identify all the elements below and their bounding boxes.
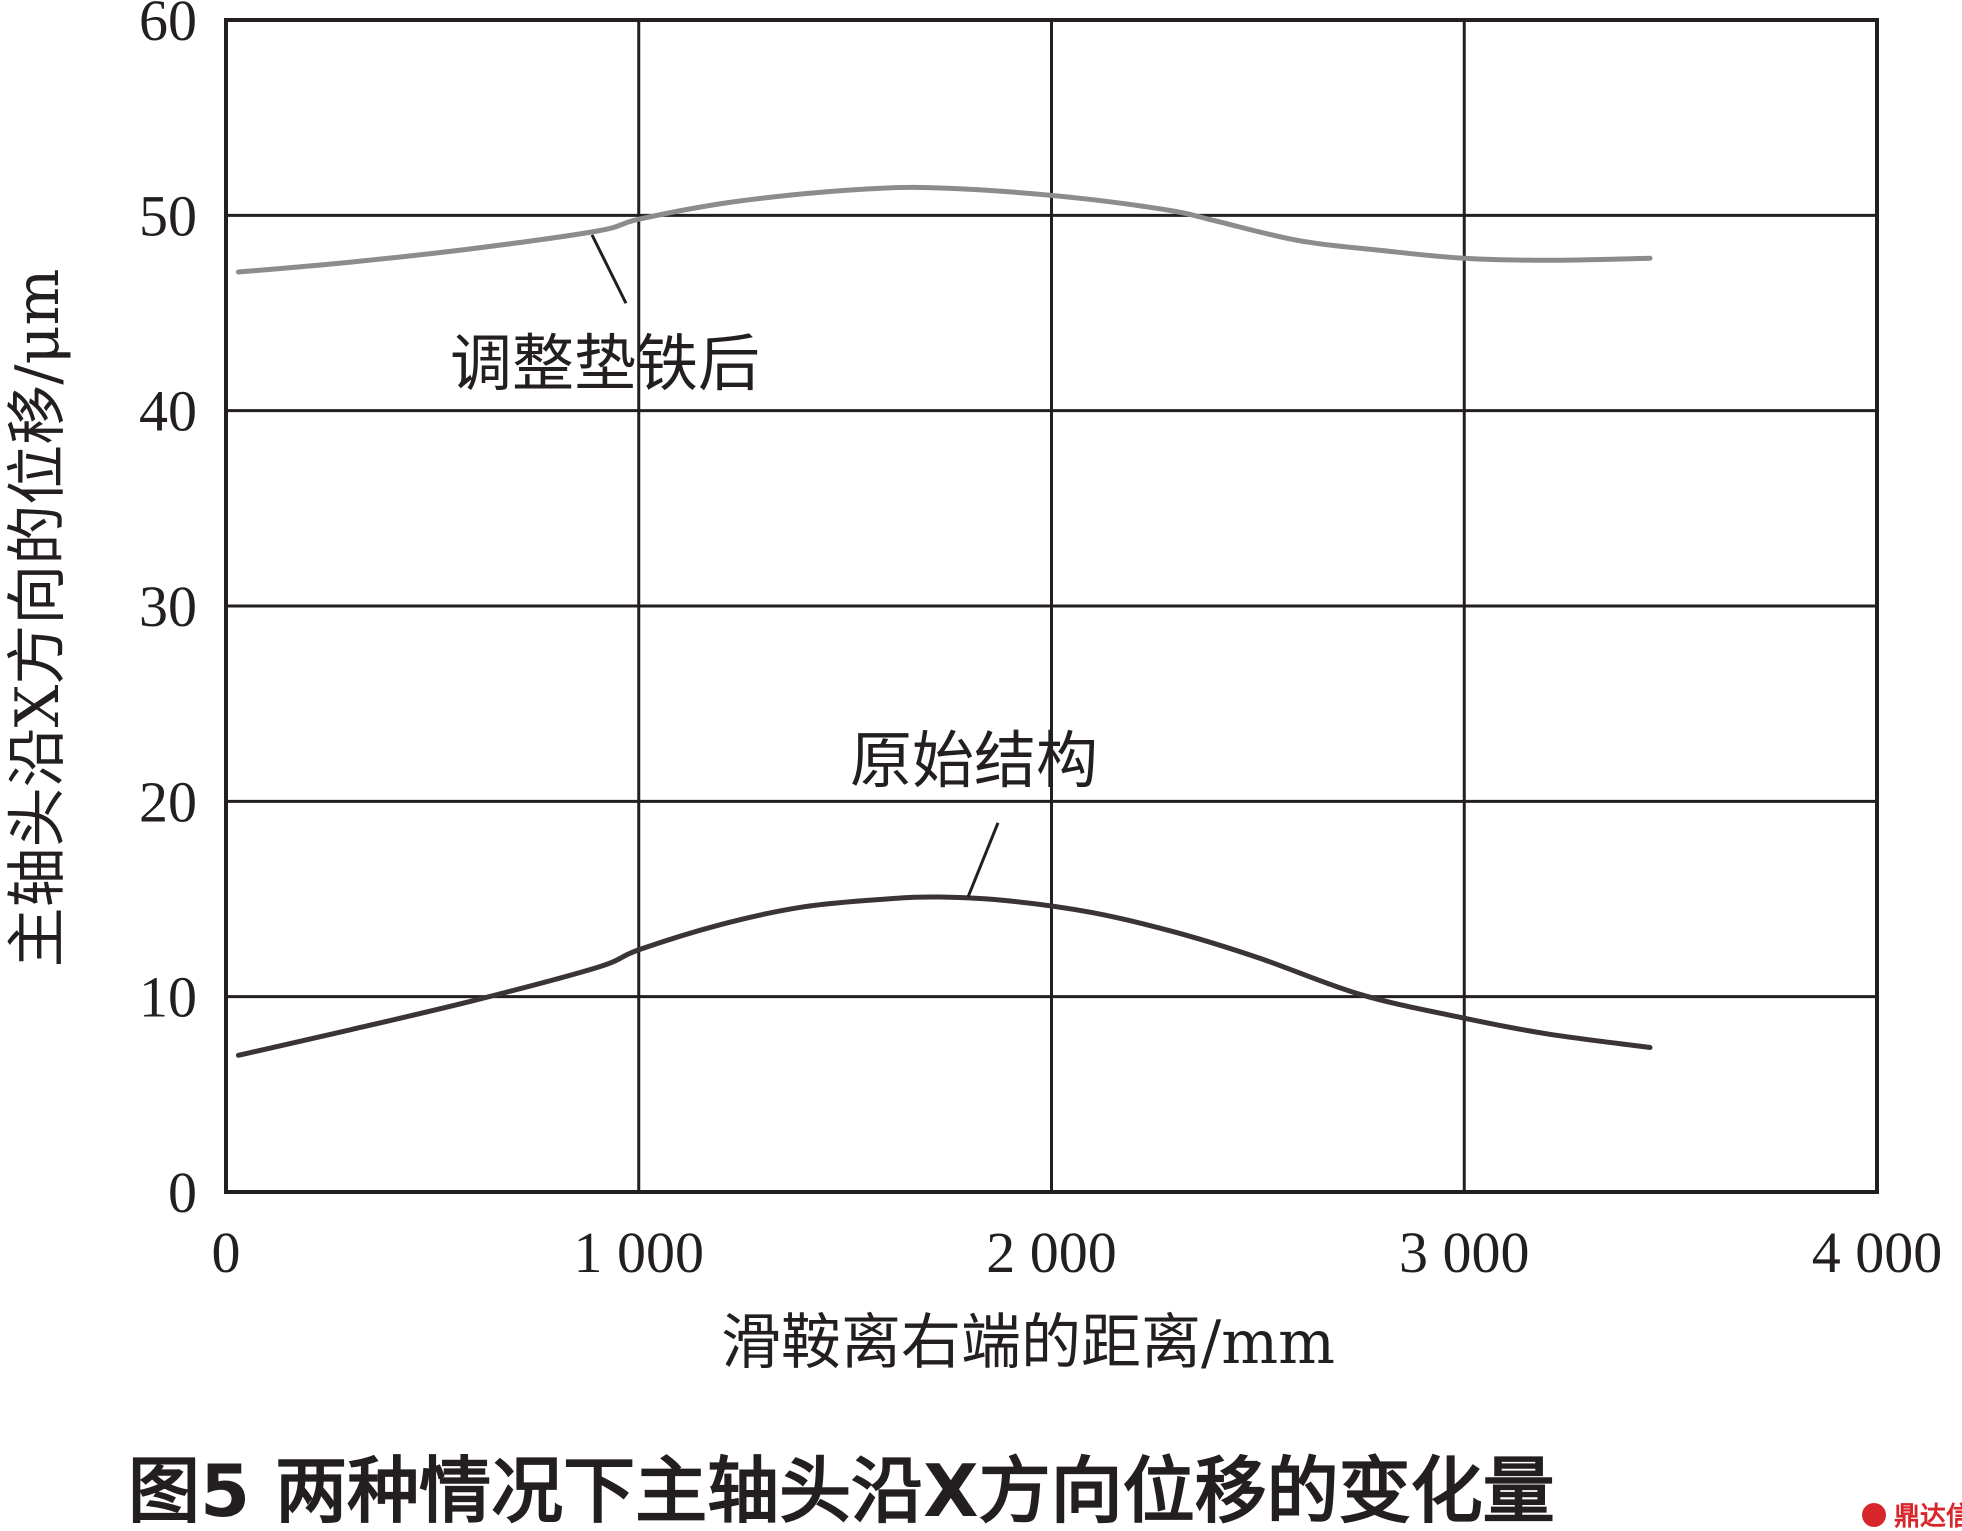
grid: [226, 20, 1877, 1192]
plot-frame: [224, 18, 1879, 1194]
watermark-text: 鼎达信: [1894, 1502, 1962, 1531]
x-tick-label: 1 000: [574, 1220, 705, 1285]
y-tick-label: 60: [139, 0, 197, 53]
series-line-adjusted: [235, 184, 1653, 275]
x-tick-label: 4 000: [1812, 1220, 1943, 1285]
series-line-original: [235, 894, 1653, 1058]
x-axis-title: 滑鞍离右端的距离/mm: [721, 1308, 1335, 1378]
y-tick-label: 40: [139, 379, 197, 444]
annotation-leader-original: [966, 822, 1000, 898]
annotation-leader-adjusted: [590, 234, 628, 304]
x-tick-label: 2 000: [986, 1220, 1117, 1285]
annotation-original: 原始结构: [850, 724, 1098, 797]
y-tick-label: 30: [139, 574, 197, 639]
watermark-icon: [1862, 1503, 1886, 1527]
y-tick-label: 20: [139, 769, 197, 834]
series-layer: [235, 184, 1653, 1058]
y-tick-label: 10: [139, 965, 197, 1030]
annotation-adjusted: 调整垫铁后: [450, 327, 760, 400]
figure-caption: 图5 两种情况下主轴头沿X方向位移的变化量: [128, 1449, 1555, 1531]
y-tick-label: 0: [168, 1160, 197, 1225]
watermark-logo: 鼎达信: [1862, 1502, 1962, 1531]
x-tick-label: 0: [212, 1220, 241, 1285]
y-axis-title: 主轴头沿X方向的位移/μm: [3, 269, 73, 968]
tick-labels: 0 1 000 2 000 3 000 4 000 0 10 20 30 40 50 60: [139, 0, 1942, 1285]
x-tick-label: 3 000: [1399, 1220, 1530, 1285]
y-tick-label: 50: [139, 183, 197, 248]
